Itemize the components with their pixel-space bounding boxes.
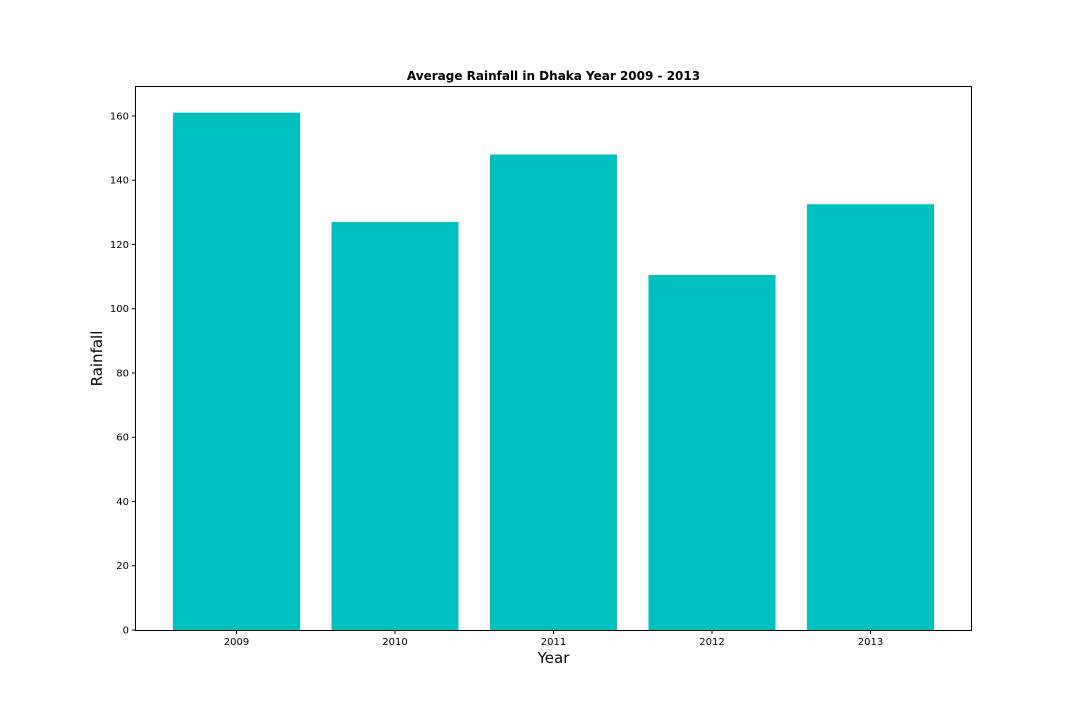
y-tick-label: 120 bbox=[110, 240, 129, 251]
bar-2010 bbox=[331, 221, 459, 630]
bar-2012 bbox=[648, 274, 776, 630]
y-tick-label: 160 bbox=[110, 111, 129, 122]
y-axis: 0 20 40 60 80 100 120 140 160 bbox=[110, 111, 136, 637]
x-axis: 2009 2010 2011 2012 2013 bbox=[224, 630, 883, 648]
y-tick-label: 140 bbox=[110, 176, 129, 187]
bar-2011 bbox=[490, 154, 617, 630]
y-tick-label: 100 bbox=[110, 304, 129, 315]
y-axis-label: Rainfall bbox=[88, 331, 106, 387]
bar-2013 bbox=[807, 204, 934, 630]
x-tick-label: 2011 bbox=[541, 637, 566, 648]
x-tick-label: 2013 bbox=[858, 637, 883, 648]
x-tick-label: 2012 bbox=[699, 637, 724, 648]
plot-frame bbox=[135, 86, 972, 631]
y-tick-label: 40 bbox=[116, 497, 129, 508]
bars-group bbox=[173, 112, 934, 630]
y-tick-label: 60 bbox=[116, 433, 129, 444]
y-tick-label: 80 bbox=[116, 368, 129, 379]
y-tick-label: 0 bbox=[123, 626, 129, 637]
x-tick-label: 2010 bbox=[382, 637, 407, 648]
bar-2009 bbox=[173, 112, 300, 630]
y-tick-label: 20 bbox=[116, 561, 129, 572]
chart-title: Average Rainfall in Dhaka Year 2009 - 20… bbox=[407, 69, 700, 83]
x-axis-label: Year bbox=[537, 649, 571, 667]
x-tick-label: 2009 bbox=[224, 637, 249, 648]
